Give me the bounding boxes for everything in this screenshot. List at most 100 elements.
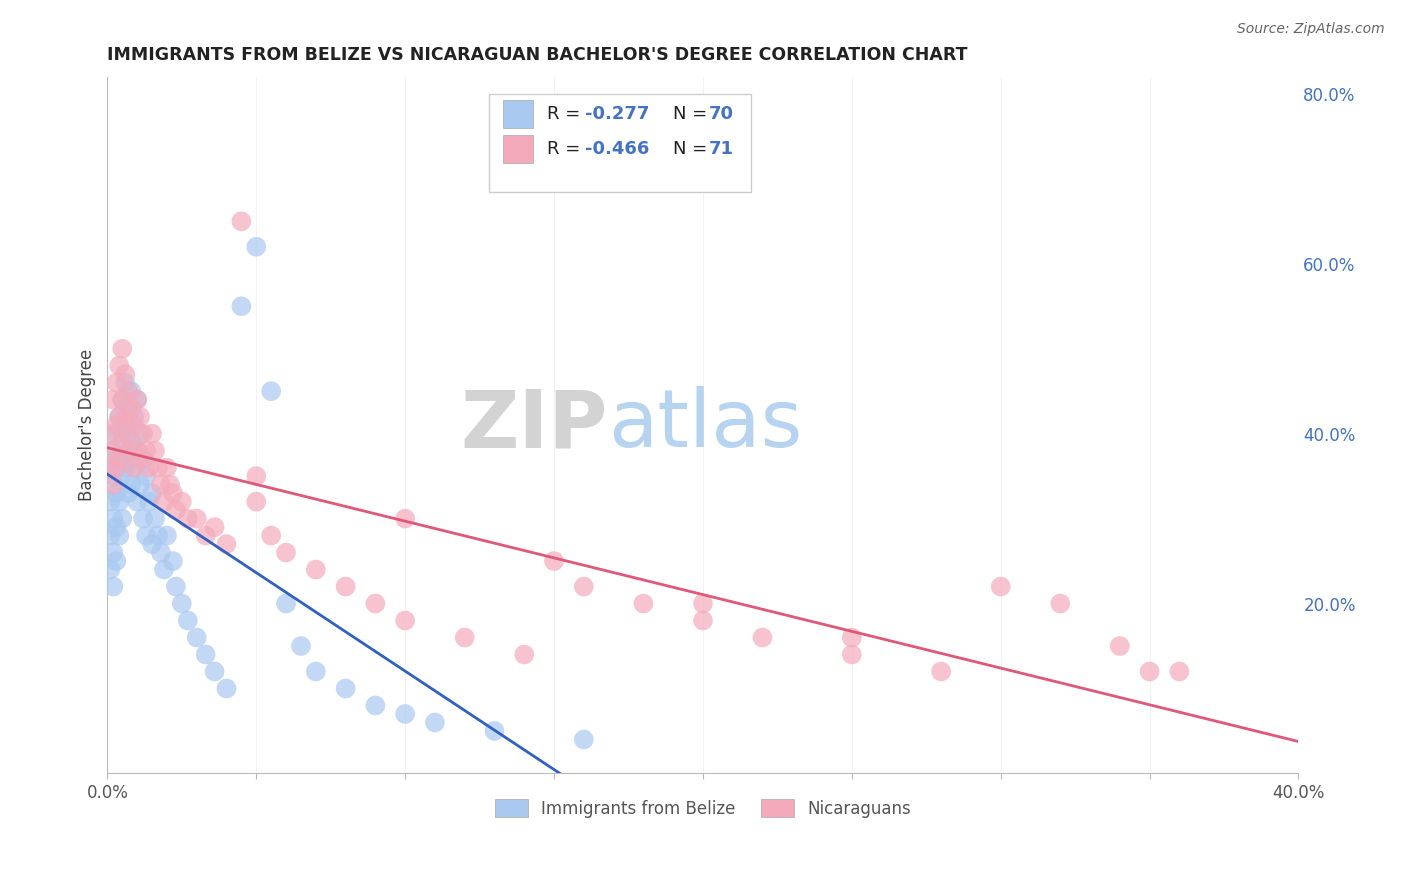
Point <box>513 648 536 662</box>
Point <box>122 460 145 475</box>
Point <box>114 409 136 424</box>
Point <box>108 494 131 508</box>
Point <box>111 392 134 407</box>
Point <box>231 214 253 228</box>
Point <box>122 418 145 433</box>
Point <box>692 597 714 611</box>
Point <box>1139 665 1161 679</box>
Point <box>111 342 134 356</box>
Point <box>335 681 357 696</box>
Point <box>841 648 863 662</box>
Text: R =: R = <box>547 140 586 158</box>
Text: R =: R = <box>547 104 586 123</box>
Point <box>111 392 134 407</box>
Point <box>215 681 238 696</box>
Point <box>364 597 387 611</box>
Point <box>132 426 155 441</box>
Point <box>143 511 166 525</box>
Point <box>153 494 176 508</box>
Point <box>1049 597 1071 611</box>
Point <box>108 409 131 424</box>
Point <box>98 426 121 441</box>
Point <box>127 392 149 407</box>
Text: atlas: atlas <box>607 386 801 464</box>
Point <box>138 460 160 475</box>
Point <box>120 384 142 399</box>
Point <box>165 580 187 594</box>
Point <box>156 528 179 542</box>
Point <box>159 477 181 491</box>
Point <box>186 511 208 525</box>
Point <box>120 443 142 458</box>
Point <box>135 469 157 483</box>
Point <box>260 528 283 542</box>
Point <box>194 648 217 662</box>
Point <box>103 511 125 525</box>
Point <box>156 460 179 475</box>
Point <box>170 494 193 508</box>
Point <box>149 545 172 559</box>
Text: N =: N = <box>673 140 713 158</box>
Point <box>103 477 125 491</box>
Point <box>111 511 134 525</box>
Point <box>103 469 125 483</box>
Point <box>165 503 187 517</box>
Point <box>543 554 565 568</box>
Point <box>111 435 134 450</box>
Point <box>141 486 163 500</box>
Point <box>129 477 152 491</box>
Point <box>1108 639 1130 653</box>
Point <box>290 639 312 653</box>
Point <box>394 511 416 525</box>
Point <box>129 426 152 441</box>
Text: -0.277: -0.277 <box>585 104 650 123</box>
Point <box>117 426 139 441</box>
Point <box>129 452 152 467</box>
Point <box>120 435 142 450</box>
Point <box>117 486 139 500</box>
Point <box>135 528 157 542</box>
Point <box>162 554 184 568</box>
Point <box>138 494 160 508</box>
Point <box>186 631 208 645</box>
Point <box>141 537 163 551</box>
Point <box>204 520 226 534</box>
Point <box>423 715 446 730</box>
Point <box>114 460 136 475</box>
Point <box>751 631 773 645</box>
Point <box>105 520 128 534</box>
Point <box>103 392 125 407</box>
Point <box>335 580 357 594</box>
Point <box>117 401 139 416</box>
Text: IMMIGRANTS FROM BELIZE VS NICARAGUAN BACHELOR'S DEGREE CORRELATION CHART: IMMIGRANTS FROM BELIZE VS NICARAGUAN BAC… <box>107 46 967 64</box>
Point <box>364 698 387 713</box>
Point <box>105 486 128 500</box>
Text: 71: 71 <box>709 140 734 158</box>
Point <box>572 732 595 747</box>
Point <box>103 443 125 458</box>
Point <box>149 477 172 491</box>
Text: ZIP: ZIP <box>460 386 607 464</box>
Point <box>105 418 128 433</box>
Point <box>98 460 121 475</box>
Point <box>122 460 145 475</box>
Point <box>105 460 128 475</box>
Point <box>274 545 297 559</box>
FancyBboxPatch shape <box>503 135 533 162</box>
Point <box>108 452 131 467</box>
Point <box>153 563 176 577</box>
Point <box>114 367 136 381</box>
Point <box>132 452 155 467</box>
Point <box>990 580 1012 594</box>
Point <box>143 443 166 458</box>
Point <box>117 443 139 458</box>
Point <box>177 511 200 525</box>
Point <box>260 384 283 399</box>
Point <box>114 376 136 390</box>
Y-axis label: Bachelor's Degree: Bachelor's Degree <box>79 349 96 501</box>
Point <box>108 452 131 467</box>
Point <box>177 614 200 628</box>
Point <box>204 665 226 679</box>
Point <box>194 528 217 542</box>
Point <box>103 443 125 458</box>
